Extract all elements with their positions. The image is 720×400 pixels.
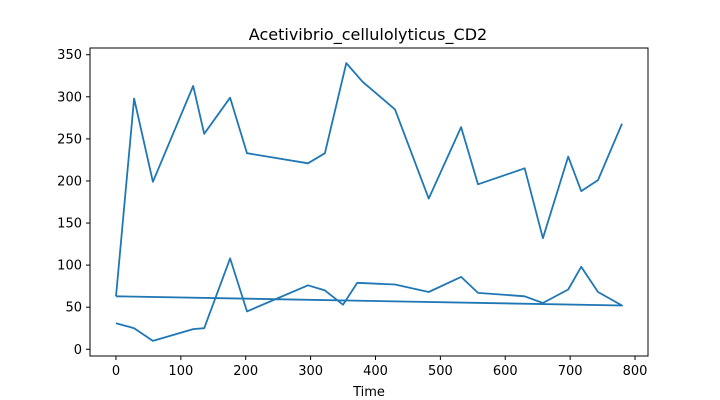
y-tick-label: 0 <box>74 343 82 358</box>
y-tick-label: 150 <box>57 217 82 232</box>
x-tick-label: 800 <box>623 364 648 379</box>
y-tick-label: 250 <box>57 132 82 147</box>
y-axis: 0 50 100 150 200 250 300 350 <box>57 48 90 358</box>
plot-lines <box>115 62 623 342</box>
x-tick-label: 600 <box>493 364 518 379</box>
y-tick-label: 100 <box>57 259 82 274</box>
x-tick-label: 500 <box>428 364 453 379</box>
y-tick-label: 350 <box>57 48 82 63</box>
x-axis: 0 100 200 300 400 500 600 700 800 <box>112 356 648 379</box>
x-tick-label: 100 <box>168 364 193 379</box>
x-tick-label: 200 <box>233 364 258 379</box>
x-axis-label: Time <box>352 385 385 400</box>
x-tick-label: 300 <box>298 364 323 379</box>
chart-title: Acetivibrio_cellulolyticus_CD2 <box>249 25 487 45</box>
y-tick-label: 200 <box>57 174 82 189</box>
y-tick-label: 300 <box>57 90 82 105</box>
y-tick-label: 50 <box>65 301 82 316</box>
series-line-1 <box>115 62 623 297</box>
x-tick-label: 400 <box>363 364 388 379</box>
plot-frame <box>89 47 649 357</box>
series-line-2 <box>115 257 623 342</box>
x-tick-label: 0 <box>112 364 120 379</box>
x-tick-label: 700 <box>558 364 583 379</box>
